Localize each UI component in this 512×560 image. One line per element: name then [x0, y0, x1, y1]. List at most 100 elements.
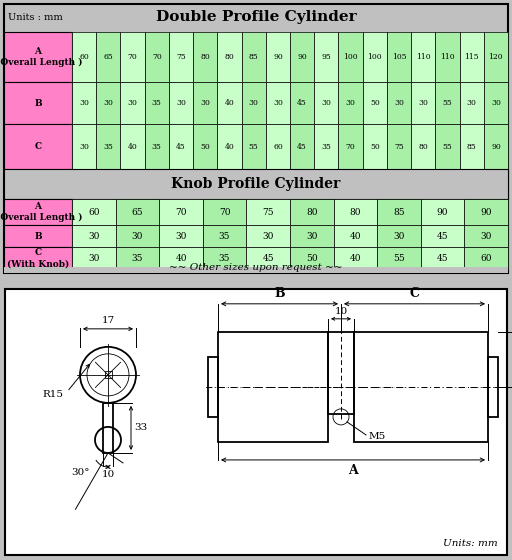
Text: 70: 70 [219, 208, 230, 217]
Text: 30°: 30° [71, 468, 89, 478]
Bar [72, 82, 96, 124]
Bar [159, 225, 203, 247]
Text: 95: 95 [322, 53, 331, 61]
Text: C: C [410, 287, 419, 300]
Bar [421, 225, 464, 247]
Text: 33: 33 [134, 423, 147, 432]
Bar [159, 199, 203, 225]
Bar [435, 32, 460, 82]
Bar [290, 225, 334, 247]
Bar [314, 124, 338, 169]
Text: 10: 10 [101, 470, 115, 479]
Text: 55: 55 [249, 143, 259, 151]
Text: A
( Overall Length ): A ( Overall Length ) [0, 202, 83, 222]
Text: 60: 60 [480, 254, 492, 263]
Bar [411, 124, 435, 169]
Bar [290, 124, 314, 169]
Text: 80: 80 [225, 53, 234, 61]
Bar [354, 332, 488, 442]
Text: 30: 30 [103, 99, 113, 107]
Bar [169, 32, 193, 82]
Bar [314, 82, 338, 124]
Bar [96, 124, 120, 169]
Bar [362, 82, 387, 124]
Text: 85: 85 [467, 143, 477, 151]
Text: 30: 30 [306, 232, 317, 241]
Text: 30: 30 [491, 99, 501, 107]
Text: 30: 30 [200, 99, 210, 107]
Bar [72, 225, 116, 247]
Text: 35: 35 [152, 99, 162, 107]
Bar [203, 225, 246, 247]
Text: R15: R15 [42, 390, 63, 399]
Bar [338, 32, 362, 82]
Bar [242, 82, 266, 124]
Bar [362, 124, 387, 169]
Text: 70: 70 [346, 143, 355, 151]
Text: 30: 30 [418, 99, 428, 107]
Text: A: A [348, 464, 358, 477]
Bar [328, 332, 354, 414]
Bar [72, 32, 96, 82]
Text: 55: 55 [442, 143, 452, 151]
Bar [266, 32, 290, 82]
Text: 30: 30 [79, 99, 89, 107]
Bar [116, 247, 159, 269]
Text: 40: 40 [127, 143, 137, 151]
Text: 35: 35 [322, 143, 331, 151]
Bar [334, 247, 377, 269]
Bar [116, 225, 159, 247]
Bar [208, 357, 218, 417]
Text: 50: 50 [370, 99, 380, 107]
Text: 30: 30 [273, 99, 283, 107]
Text: 60: 60 [79, 53, 89, 61]
Text: M5: M5 [369, 432, 386, 441]
Text: 17: 17 [101, 316, 115, 325]
Bar [338, 82, 362, 124]
Text: 40: 40 [350, 254, 361, 263]
Bar [159, 247, 203, 269]
Text: 45: 45 [437, 232, 449, 241]
Bar [104, 371, 112, 379]
Bar [464, 199, 508, 225]
Bar [246, 247, 290, 269]
Text: 50: 50 [370, 143, 380, 151]
Bar [464, 225, 508, 247]
Bar [460, 82, 484, 124]
Text: 55: 55 [442, 99, 452, 107]
Text: A
( Overall Length ): A ( Overall Length ) [0, 47, 83, 67]
Text: 70: 70 [175, 208, 187, 217]
Text: 90: 90 [297, 53, 307, 61]
Text: 40: 40 [225, 143, 234, 151]
Text: 35: 35 [152, 143, 162, 151]
Bar [96, 82, 120, 124]
Bar [193, 82, 217, 124]
Bar [377, 199, 421, 225]
Text: 45: 45 [262, 254, 274, 263]
Bar [435, 82, 460, 124]
Bar [266, 124, 290, 169]
Text: 30: 30 [249, 99, 259, 107]
Bar [4, 169, 508, 199]
Text: 40: 40 [175, 254, 187, 263]
Text: 60: 60 [273, 143, 283, 151]
Bar [242, 32, 266, 82]
Bar [421, 199, 464, 225]
Bar [96, 32, 120, 82]
Bar [435, 124, 460, 169]
Text: 45: 45 [297, 99, 307, 107]
Bar [484, 124, 508, 169]
Bar [4, 267, 508, 273]
Bar [314, 32, 338, 82]
Bar [169, 124, 193, 169]
Text: 45: 45 [176, 143, 186, 151]
Bar [290, 32, 314, 82]
Bar [4, 124, 72, 169]
Text: Units : mm: Units : mm [8, 12, 63, 21]
Bar [387, 124, 411, 169]
Bar [120, 32, 145, 82]
Bar [464, 247, 508, 269]
Text: 75: 75 [394, 143, 404, 151]
Bar [421, 247, 464, 269]
Bar [488, 357, 498, 417]
